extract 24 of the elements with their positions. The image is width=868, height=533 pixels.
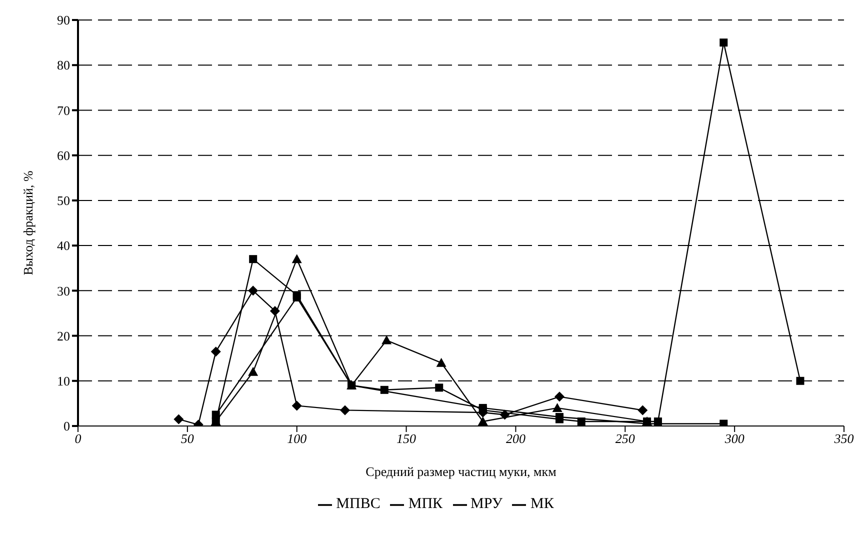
y-tick-label: 20 <box>57 328 70 344</box>
y-tick-label: 30 <box>57 283 70 298</box>
legend-label: МПК <box>408 496 443 512</box>
y-tick-label: 10 <box>57 374 70 389</box>
legend-label: МК <box>530 496 554 512</box>
y-tick-label: 80 <box>57 58 70 73</box>
x-tick-label: 150 <box>396 431 417 446</box>
x-tick-label: 100 <box>287 431 308 446</box>
legend-label: МРУ <box>470 496 502 512</box>
x-tick-label: 300 <box>724 431 745 446</box>
y-axis-title: Выход фракций, % <box>20 170 36 276</box>
y-tick-label: 40 <box>57 238 70 254</box>
x-tick-label: 250 <box>615 431 636 446</box>
y-tick-label: 60 <box>57 148 70 163</box>
x-tick-label: 350 <box>833 431 854 446</box>
y-tick-label: 0 <box>64 418 70 434</box>
y-tick-label: 70 <box>57 102 70 118</box>
x-axis-title: Средний размер частиц муки, мкм <box>366 464 556 479</box>
x-tick-label: 50 <box>180 431 194 446</box>
legend-label: МПВС <box>336 496 380 512</box>
y-tick-label: 50 <box>57 193 70 208</box>
y-tick-label: 90 <box>57 12 70 28</box>
x-tick-label: 0 <box>74 431 82 446</box>
x-tick-label: 200 <box>506 431 526 446</box>
